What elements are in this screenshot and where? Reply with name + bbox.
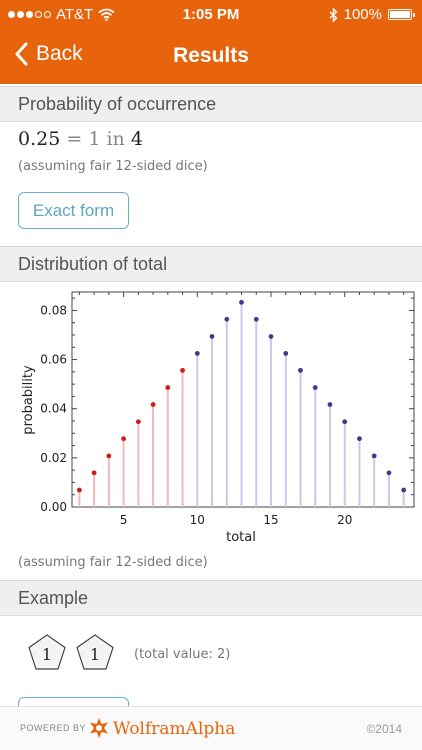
distribution-header: Distribution of total <box>0 246 422 282</box>
powered-by-label: POWERED BY <box>20 723 87 733</box>
data-point <box>121 436 126 442</box>
die-2-value: 1 <box>90 645 100 664</box>
plot-frame <box>71 291 415 508</box>
chevron-left-icon <box>15 42 28 66</box>
data-point <box>150 402 156 407</box>
y-tick-label: 0.06 <box>40 353 67 367</box>
data-point <box>283 351 289 356</box>
exact-form-button[interactable]: Exact form <box>18 192 129 229</box>
data-point <box>239 299 244 305</box>
x-tick-label: 20 <box>337 513 352 527</box>
x-tick-label: 15 <box>263 513 278 527</box>
copyright: ©2014 <box>366 722 402 736</box>
data-point <box>165 385 171 390</box>
data-point <box>180 367 185 373</box>
data-point <box>386 470 392 476</box>
footer: POWERED BY WolframAlpha ©2014 <box>0 706 422 750</box>
die-1: 1 <box>28 634 66 670</box>
distribution-note: (assuming fair 12-sided dice) <box>18 555 208 570</box>
carrier-label: AT&T <box>56 6 94 23</box>
wolframalpha-logo-icon <box>90 718 108 738</box>
example-note: (total value: 2) <box>134 647 231 662</box>
y-tick-label: 0.00 <box>40 500 67 514</box>
x-tick-label: 10 <box>190 513 205 527</box>
stem-lines <box>78 302 405 507</box>
data-point <box>371 453 377 459</box>
data-point <box>224 316 230 322</box>
probability-denominator: 4 <box>130 128 143 150</box>
data-point <box>194 351 200 356</box>
bluetooth-icon <box>329 7 338 22</box>
data-point <box>268 334 274 339</box>
data-point <box>76 487 82 493</box>
back-label: Back <box>36 42 83 65</box>
distribution-chart: 5 10 15 20 0.00 0.02 0.04 0.06 0.08 total proba… <box>21 291 415 545</box>
battery-label: 100% <box>343 6 382 23</box>
y-tick-label: 0.02 <box>40 451 67 465</box>
status-bar: AT&T 1:05 PM 100% <box>0 0 422 30</box>
x-tick-labels: 5 10 15 20 <box>120 513 353 527</box>
y-tick-label: 0.08 <box>40 303 67 317</box>
probability-value: 0.25 = 1 in 4 <box>18 128 143 150</box>
data-points <box>76 299 407 493</box>
brand-name: WolframAlpha <box>113 719 236 739</box>
data-point <box>298 367 303 373</box>
battery-icon <box>388 9 415 20</box>
equals-sign: = <box>66 128 83 150</box>
probability-note: (assuming fair 12-sided dice) <box>18 159 208 174</box>
data-point <box>312 385 318 390</box>
probability-numerator: 1 <box>88 128 101 150</box>
signal-dots-icon <box>8 11 51 18</box>
data-point <box>135 419 141 425</box>
data-point <box>106 453 112 459</box>
y-tick-labels: 0.00 0.02 0.04 0.06 0.08 <box>40 303 67 514</box>
data-point <box>209 334 215 339</box>
y-tick-label: 0.04 <box>40 402 67 416</box>
status-right: 100% <box>329 6 415 23</box>
x-axis-label: total <box>226 530 256 545</box>
nav-bar: Back Results <box>0 30 422 84</box>
die-1-value: 1 <box>42 645 52 664</box>
probability-decimal: 0.25 <box>18 128 61 150</box>
back-button[interactable]: Back <box>14 42 83 66</box>
example-header: Example <box>0 580 422 616</box>
probability-header: Probability of occurrence <box>0 86 422 122</box>
x-tick-label: 5 <box>120 513 128 527</box>
probability-in-word: in <box>106 128 125 150</box>
wifi-icon <box>98 8 115 21</box>
data-point <box>91 470 97 476</box>
data-point <box>342 419 348 425</box>
data-point <box>253 316 259 322</box>
die-2: 1 <box>76 634 114 670</box>
data-point <box>401 487 407 493</box>
y-axis-label: probability <box>21 365 36 435</box>
status-left: AT&T <box>8 6 115 23</box>
data-point <box>327 402 333 407</box>
data-point <box>357 436 362 442</box>
